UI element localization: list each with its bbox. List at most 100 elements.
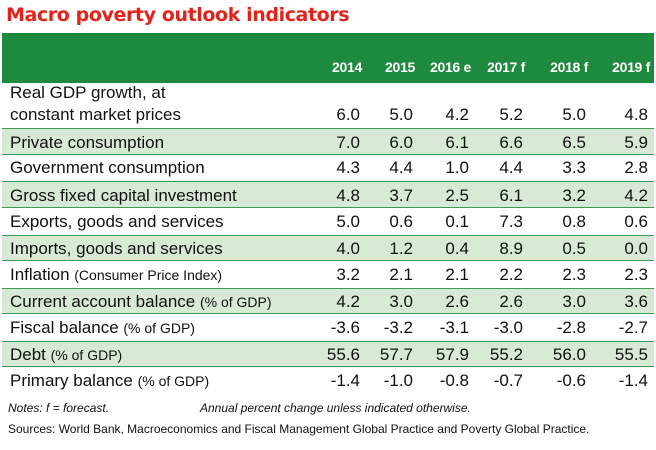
row-label-text: Exports, goods and services <box>10 212 224 231</box>
table-cell: 6.1 <box>499 186 523 205</box>
row-label-unit: (Consumer Price Index) <box>74 267 223 283</box>
table-title: Macro poverty outlook indicators <box>6 4 350 26</box>
notes: Notes: f = forecast. <box>8 401 110 415</box>
table-row: Government consumption 4.3 4.4 1.0 4.4 3.3 2.8 <box>2 155 654 181</box>
row-label: Fiscal balance (% of GDP) <box>10 318 195 338</box>
table-row: Imports, goods and services 4.0 1.2 0.4 8.9 0… <box>2 235 654 261</box>
row-label: Inflation (Consumer Price Index) <box>10 265 222 285</box>
table-cell: 2.6 <box>499 292 523 311</box>
row-label: Primary balance (% of GDP) <box>10 371 209 391</box>
table-cell: 5.0 <box>336 212 360 231</box>
notes-annual-change: Annual percent change unless indicated o… <box>200 401 471 415</box>
table-cell: 1.2 <box>389 239 413 258</box>
table-cell: 2.3 <box>562 265 586 284</box>
table-row: Inflation (Consumer Price Index) 3.2 2.1 2.… <box>2 261 654 288</box>
table-row: Current account balance (% of GDP) 4.2 3.0… <box>2 288 654 314</box>
year-header: 2016 e <box>429 59 471 75</box>
table-cell: 3.7 <box>389 186 413 205</box>
table-cell: 3.2 <box>562 186 586 205</box>
table-row: Fiscal balance (% of GDP) -3.6 -3.2 -3.1 -3.… <box>2 314 654 341</box>
table-cell: 4.0 <box>336 239 360 258</box>
table-cell: 6.0 <box>389 133 413 152</box>
table-row: Debt (% of GDP) 55.6 57.7 57.9 55.2 56.0 55.5 <box>2 341 654 367</box>
table-cell: 4.4 <box>499 158 523 177</box>
table-cell: -3.2 <box>383 318 413 337</box>
row-label: Private consumption <box>10 133 164 153</box>
table-cell: 2.2 <box>499 265 523 284</box>
row-label: Exports, goods and services <box>10 212 224 232</box>
row-label-text: Private consumption <box>10 133 165 152</box>
table-cell: 0.6 <box>389 212 413 231</box>
row-label: Government consumption <box>10 158 205 178</box>
table-cell: 57.7 <box>379 345 413 364</box>
table-cell: -1.0 <box>383 371 413 390</box>
row-label: Gross fixed capital investment <box>10 186 237 206</box>
table-cell: 1.0 <box>445 158 469 177</box>
table-cell: 55.5 <box>614 345 648 364</box>
table-cell: 4.8 <box>624 105 648 124</box>
row-label-text: Gross fixed capital investment <box>10 186 237 205</box>
table-cell: -2.8 <box>556 318 586 337</box>
table-cell: 5.0 <box>389 105 413 124</box>
row-label: constant market prices <box>10 105 181 125</box>
table-cell: 6.1 <box>445 133 469 152</box>
table-cell: 7.0 <box>336 133 360 152</box>
table-cell: 6.5 <box>562 133 586 152</box>
table-cell: 0.5 <box>562 239 586 258</box>
table-header: 2014 2015 2016 e 2017 f 2018 f 2019 f <box>2 33 654 83</box>
row-label: Imports, goods and services <box>10 239 223 259</box>
table-cell: 55.2 <box>489 345 523 364</box>
table-cell: -0.6 <box>556 371 586 390</box>
table-cell: 2.1 <box>389 265 413 284</box>
table-cell: 4.2 <box>336 292 360 311</box>
table-row: Private consumption 7.0 6.0 6.1 6.6 6.5 5.9 <box>2 128 654 155</box>
table-cell: -3.1 <box>439 318 469 337</box>
year-header: 2018 f <box>550 59 588 75</box>
row-label-line1: Real GDP growth, at <box>10 83 166 102</box>
table-row: Real GDP growth, at constant market price… <box>2 83 654 128</box>
row-label-text: Government consumption <box>10 158 205 177</box>
table-cell: 2.5 <box>445 186 469 205</box>
table-cell: -0.8 <box>439 371 469 390</box>
row-label-unit: (% of GDP) <box>137 373 210 389</box>
sources: Sources: World Bank, Macroeconomics and … <box>8 422 590 436</box>
table-cell: -3.0 <box>493 318 523 337</box>
table-cell: 57.9 <box>435 345 469 364</box>
table-cell: 56.0 <box>552 345 586 364</box>
table-cell: -1.4 <box>330 371 360 390</box>
table-cell: 4.4 <box>389 158 413 177</box>
table-cell: 0.8 <box>562 212 586 231</box>
table-cell: 2.3 <box>624 265 648 284</box>
table-cell: -0.7 <box>493 371 523 390</box>
year-header: 2019 f <box>612 59 650 75</box>
row-label: Debt (% of GDP) <box>10 345 122 365</box>
table-cell: 2.6 <box>445 292 469 311</box>
row-label-unit: (% of GDP) <box>50 347 123 363</box>
year-header: 2014 <box>332 59 362 75</box>
row-label-text: Fiscal balance <box>10 318 124 337</box>
table-cell: 0.4 <box>445 239 469 258</box>
table-cell: 6.0 <box>336 105 360 124</box>
table-cell: 6.6 <box>499 133 523 152</box>
table-cell: 5.0 <box>562 105 586 124</box>
table-cell: 4.8 <box>336 186 360 205</box>
table-cell: 5.2 <box>499 105 523 124</box>
row-label-text: constant market prices <box>10 105 182 124</box>
table-cell: 4.2 <box>445 105 469 124</box>
table-cell: 0.6 <box>624 212 648 231</box>
row-label-text: Debt <box>10 345 51 364</box>
table-cell: -3.6 <box>330 318 360 337</box>
table-cell: -1.4 <box>618 371 648 390</box>
row-label-text: Current account balance <box>10 292 200 311</box>
table-cell: 4.3 <box>336 158 360 177</box>
year-header: 2015 <box>385 59 415 75</box>
table-cell: 3.0 <box>389 292 413 311</box>
row-label-text: Primary balance <box>10 371 138 390</box>
year-header: 2017 f <box>487 59 525 75</box>
table-cell: 3.0 <box>562 292 586 311</box>
row-label: Current account balance (% of GDP) <box>10 292 272 312</box>
row-label-text: Inflation <box>10 265 75 284</box>
table-cell: -2.7 <box>618 318 648 337</box>
row-label-text: Imports, goods and services <box>10 239 223 258</box>
table-cell: 2.1 <box>445 265 469 284</box>
